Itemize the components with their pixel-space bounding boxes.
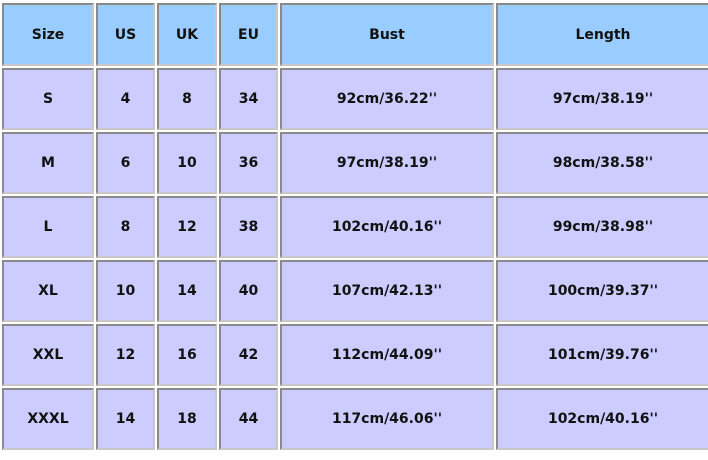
cell-us: 8 <box>96 196 155 258</box>
cell-length: 101cm/39.76'' <box>496 324 708 386</box>
cell-length: 98cm/38.58'' <box>496 132 708 194</box>
cell-uk: 14 <box>157 260 217 322</box>
header-eu: EU <box>219 3 278 66</box>
cell-length: 99cm/38.98'' <box>496 196 708 258</box>
cell-bust: 117cm/46.06'' <box>280 388 494 450</box>
cell-size: M <box>2 132 94 194</box>
cell-eu: 36 <box>219 132 278 194</box>
cell-size: XL <box>2 260 94 322</box>
cell-bust: 107cm/42.13'' <box>280 260 494 322</box>
cell-uk: 12 <box>157 196 217 258</box>
header-bust: Bust <box>280 3 494 66</box>
header-length: Length <box>496 3 708 66</box>
cell-size: L <box>2 196 94 258</box>
cell-us: 14 <box>96 388 155 450</box>
header-size: Size <box>2 3 94 66</box>
cell-eu: 38 <box>219 196 278 258</box>
header-uk: UK <box>157 3 217 66</box>
size-chart-table: Size US UK EU Bust Length S 4 8 34 92cm/36.22'' 97c… <box>2 3 708 450</box>
cell-size: S <box>2 68 94 130</box>
cell-size: XXL <box>2 324 94 386</box>
cell-us: 10 <box>96 260 155 322</box>
cell-us: 12 <box>96 324 155 386</box>
cell-eu: 42 <box>219 324 278 386</box>
header-us: US <box>96 3 155 66</box>
cell-length: 97cm/38.19'' <box>496 68 708 130</box>
cell-size: XXXL <box>2 388 94 450</box>
cell-uk: 8 <box>157 68 217 130</box>
cell-length: 100cm/39.37'' <box>496 260 708 322</box>
cell-uk: 10 <box>157 132 217 194</box>
cell-eu: 40 <box>219 260 278 322</box>
cell-us: 6 <box>96 132 155 194</box>
cell-bust: 97cm/38.19'' <box>280 132 494 194</box>
cell-uk: 18 <box>157 388 217 450</box>
cell-bust: 112cm/44.09'' <box>280 324 494 386</box>
cell-length: 102cm/40.16'' <box>496 388 708 450</box>
cell-bust: 102cm/40.16'' <box>280 196 494 258</box>
cell-eu: 44 <box>219 388 278 450</box>
cell-uk: 16 <box>157 324 217 386</box>
cell-us: 4 <box>96 68 155 130</box>
cell-bust: 92cm/36.22'' <box>280 68 494 130</box>
cell-eu: 34 <box>219 68 278 130</box>
